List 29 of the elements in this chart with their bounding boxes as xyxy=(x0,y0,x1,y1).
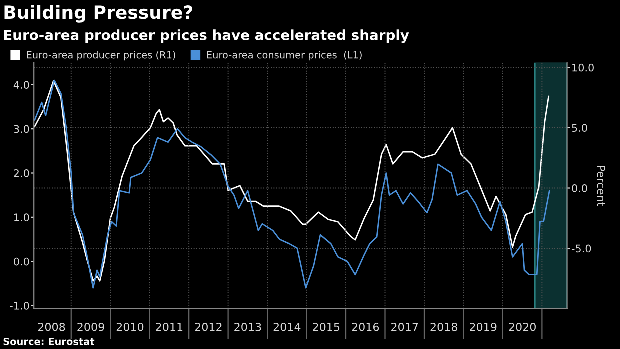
legend-label: Euro-area producer prices (R1) xyxy=(27,51,176,61)
chart-title: Building Pressure? xyxy=(4,5,192,23)
y2-tick-label: 0.0 xyxy=(572,184,588,192)
x-tick-label: 2011 xyxy=(156,322,183,332)
y-tick-label: 2.0 xyxy=(14,169,30,178)
x-tick-label: 2009 xyxy=(78,322,104,332)
x-tick-label: 2018 xyxy=(430,322,458,332)
y-tick-label: 4.0 xyxy=(14,81,30,90)
y-tick-label: 0.0 xyxy=(14,258,30,266)
y-tick-label: 1.0 xyxy=(14,214,30,222)
y2-tick-label: 10.0 xyxy=(572,64,594,72)
x-tick-label: 2014 xyxy=(274,322,301,332)
y-tick-label: -1.0 xyxy=(10,302,30,310)
x-tick-label: 2020 xyxy=(509,322,536,332)
x-tick-label: 2013 xyxy=(234,322,262,332)
chart-subtitle: Euro-area producer prices have accelerated sharply xyxy=(4,30,410,44)
x-tick-label: 2008 xyxy=(38,322,66,332)
y2-tick-label: 5.0 xyxy=(572,124,588,132)
x-tick-label: 2010 xyxy=(116,322,144,332)
y2-tick-label: -5.0 xyxy=(572,244,592,253)
legend-label: Euro-area consumer prices (L1) xyxy=(207,51,362,61)
x-tick-label: 2017 xyxy=(392,322,418,332)
x-tick-label: 2016 xyxy=(352,322,380,332)
x-tick-label: 2012 xyxy=(195,322,222,332)
x-tick-label: 2015 xyxy=(313,322,340,332)
source-note: Source: Eurostat xyxy=(4,338,95,346)
x-tick-label: 2019 xyxy=(470,322,497,332)
y2-axis-title: Percent xyxy=(597,166,606,206)
y-tick-label: 3.0 xyxy=(14,125,30,134)
